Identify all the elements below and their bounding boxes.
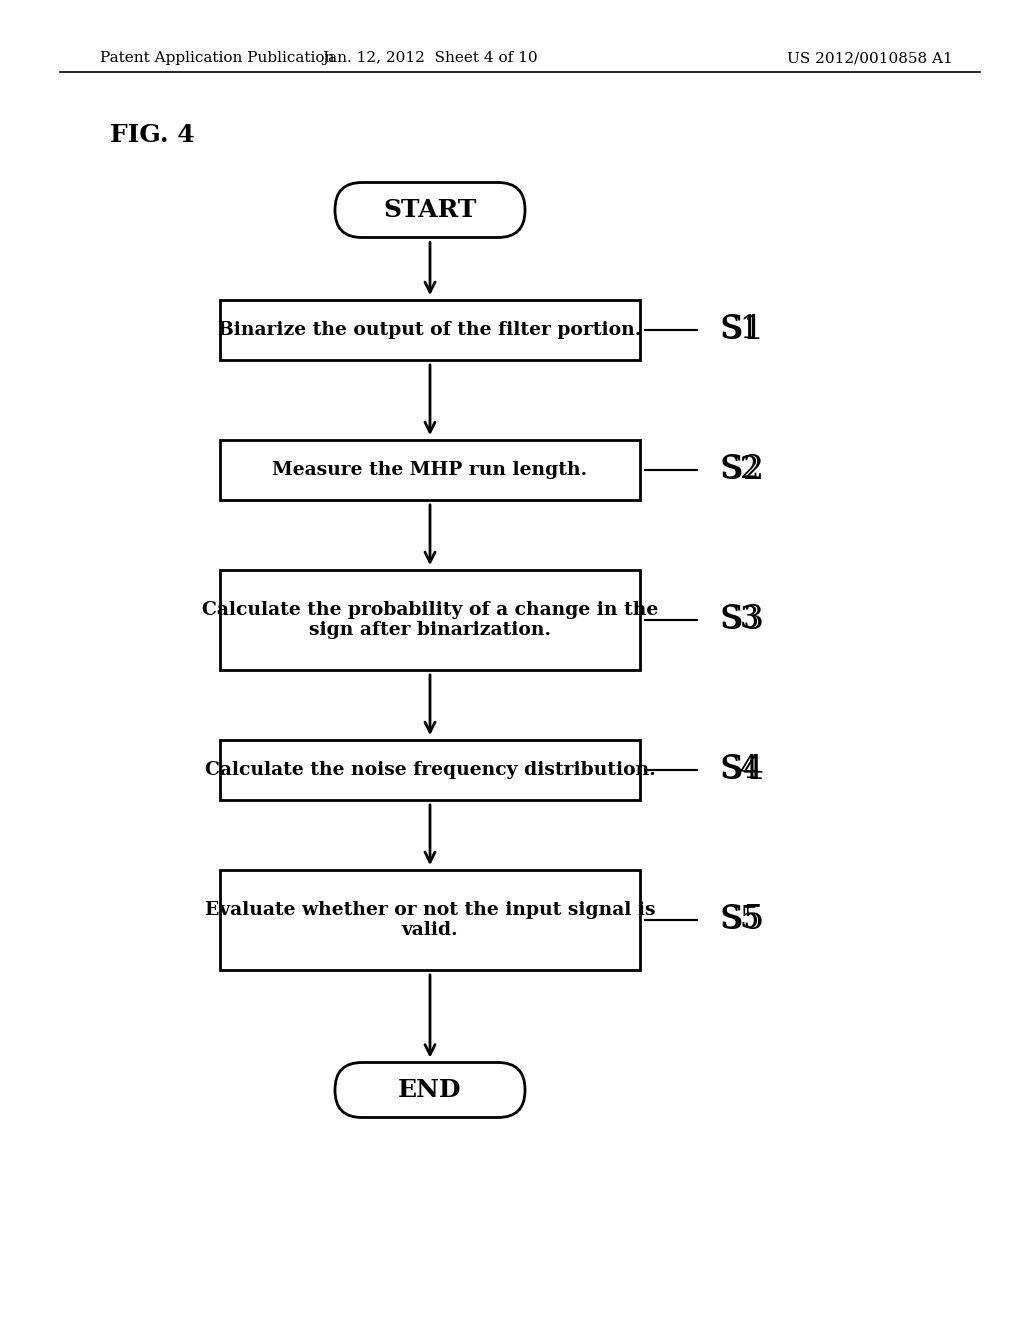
FancyBboxPatch shape — [220, 300, 640, 360]
Text: US 2012/0010858 A1: US 2012/0010858 A1 — [787, 51, 953, 65]
Text: END: END — [398, 1078, 462, 1102]
Text: S4: S4 — [720, 755, 760, 785]
Text: S2: S2 — [720, 454, 761, 486]
FancyBboxPatch shape — [335, 1063, 525, 1118]
FancyBboxPatch shape — [335, 182, 525, 238]
Text: S1: S1 — [720, 314, 761, 346]
Text: START: START — [383, 198, 477, 222]
Text: Binarize the output of the filter portion.: Binarize the output of the filter portio… — [218, 321, 642, 339]
Text: Calculate the probability of a change in the
sign after binarization.: Calculate the probability of a change in… — [202, 601, 658, 639]
Text: Calculate the noise frequency distribution.: Calculate the noise frequency distributi… — [205, 762, 655, 779]
Text: Patent Application Publication: Patent Application Publication — [100, 51, 335, 65]
FancyBboxPatch shape — [220, 870, 640, 970]
Text: S3: S3 — [720, 605, 764, 636]
Text: S5: S5 — [720, 904, 764, 936]
FancyBboxPatch shape — [220, 440, 640, 500]
Text: S1: S1 — [720, 314, 764, 346]
FancyBboxPatch shape — [220, 741, 640, 800]
FancyBboxPatch shape — [220, 570, 640, 671]
Text: S2: S2 — [720, 454, 764, 486]
Text: Jan. 12, 2012  Sheet 4 of 10: Jan. 12, 2012 Sheet 4 of 10 — [323, 51, 538, 65]
Text: S3: S3 — [720, 605, 761, 635]
Text: S5: S5 — [720, 904, 761, 936]
Text: FIG. 4: FIG. 4 — [110, 123, 195, 147]
Text: Measure the MHP run length.: Measure the MHP run length. — [272, 461, 588, 479]
Text: Evaluate whether or not the input signal is
valid.: Evaluate whether or not the input signal… — [205, 900, 655, 940]
Text: S4: S4 — [720, 754, 764, 785]
